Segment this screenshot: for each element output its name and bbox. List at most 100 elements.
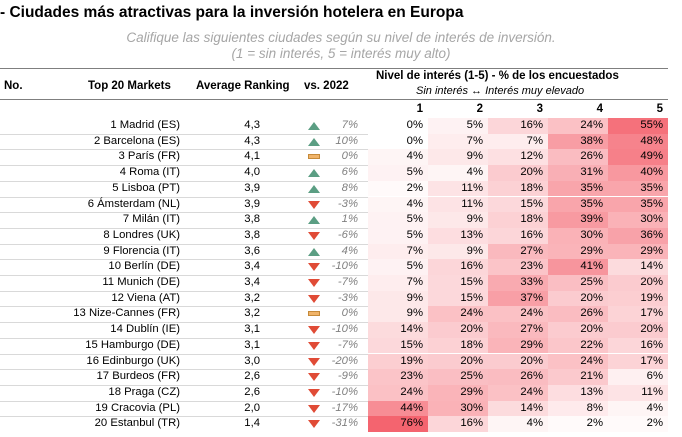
market-name: 15 Hamburgo (DE): [85, 338, 180, 351]
interest-level-4-percent: 20%: [548, 322, 608, 338]
market-name: 5 Lisboa (PT): [112, 181, 180, 194]
level-header-1: 1: [416, 103, 423, 115]
average-ranking: 3,8: [244, 228, 260, 241]
trend-up-icon: [308, 247, 320, 256]
interest-level-3-percent: 18%: [488, 180, 548, 197]
interest-level-2-percent: 11%: [428, 196, 488, 213]
average-ranking: 3,4: [244, 260, 260, 273]
interest-level-1-percent: 5%: [368, 259, 428, 275]
vs-2022-change: -6%: [337, 228, 358, 241]
row-divider: [0, 306, 668, 308]
market-name: 20 Estanbul (TR): [94, 417, 180, 430]
interest-level-4-percent: 29%: [548, 243, 608, 260]
interest-level-3-percent: 12%: [488, 149, 548, 166]
interest-level-3-percent: 7%: [488, 133, 548, 150]
trend-down-icon: [308, 420, 320, 429]
interest-level-5-percent: 30%: [608, 212, 668, 228]
page-title: - Ciudades más atractivas para la invers…: [0, 4, 464, 21]
trend-down-icon: [308, 294, 320, 303]
table-row: 5 Lisboa (PT) 3,9 8% 2% 11% 18% 35% 35%: [0, 180, 682, 197]
interest-level-4-percent: 26%: [548, 306, 608, 323]
interest-level-1-percent: 5%: [368, 227, 428, 244]
market-name: 2 Barcelona (ES): [93, 134, 180, 147]
interest-level-4-percent: 24%: [548, 118, 608, 134]
table-row: 15 Hamburgo (DE) 3,1 -7% 15% 18% 29% 22% 16%: [0, 337, 682, 354]
interest-level-5-percent: 16%: [608, 337, 668, 354]
vs-2022-change: 0%: [341, 307, 358, 320]
trend-indicator: [303, 259, 323, 275]
trend-indicator: [303, 118, 323, 134]
average-ranking: 1,4: [244, 417, 260, 430]
row-divider: [0, 369, 668, 371]
interest-level-3-percent: 4%: [488, 416, 548, 432]
interest-level-5-percent: 40%: [608, 165, 668, 181]
market-name: 4 Roma (IT): [119, 166, 180, 179]
trend-indicator: [303, 149, 323, 165]
interest-level-1-percent: 4%: [368, 196, 428, 213]
interest-level-3-percent: 27%: [488, 322, 548, 338]
trend-indicator: [303, 134, 323, 150]
average-ranking: 3,6: [244, 244, 260, 257]
market-name: 9 Florencia (IT): [103, 244, 180, 257]
interest-level-1-percent: 9%: [368, 290, 428, 307]
table-row: 16 Edinburgo (UK) 3,0 -20% 19% 20% 20% 24% 17%: [0, 353, 682, 370]
trend-down-icon: [308, 200, 320, 209]
vs-2022-change: -3%: [337, 197, 358, 210]
table-row: 6 Ámsterdam (NL) 3,9 -3% 4% 11% 15% 35% 35%: [0, 196, 682, 213]
interest-level-5-percent: 14%: [608, 259, 668, 275]
interest-level-2-percent: 9%: [428, 149, 488, 166]
trend-up-icon: [308, 216, 320, 225]
interest-level-1-percent: 4%: [368, 149, 428, 166]
table-row: 9 Florencia (IT) 3,6 4% 7% 9% 27% 29% 29%: [0, 243, 682, 260]
interest-level-1-percent: 19%: [368, 353, 428, 370]
row-divider: [0, 337, 668, 339]
trend-indicator: [303, 385, 323, 401]
trend-indicator: [303, 291, 323, 307]
subtitle-line-1: Califique las siguientes ciudades según …: [126, 30, 556, 45]
average-ranking: 2,6: [244, 385, 260, 398]
interest-level-4-percent: 31%: [548, 165, 608, 181]
trend-down-icon: [308, 341, 320, 350]
vs-2022-change: -3%: [337, 291, 358, 304]
vs-2022-change: -10%: [331, 323, 358, 336]
interest-level-5-percent: 29%: [608, 243, 668, 260]
trend-down-icon: [308, 373, 320, 382]
interest-level-5-percent: 35%: [608, 180, 668, 197]
table-row: 11 Munich (DE) 3,4 -7% 7% 15% 33% 25% 20%: [0, 275, 682, 291]
table-row: 2 Barcelona (ES) 4,3 10% 0% 7% 7% 38% 48%: [0, 133, 682, 150]
average-ranking: 2,0: [244, 401, 260, 414]
trend-down-icon: [308, 388, 320, 397]
interest-level-2-percent: 18%: [428, 337, 488, 354]
vs-2022-change: 0%: [341, 150, 358, 163]
interest-level-2-percent: 4%: [428, 165, 488, 181]
market-name: 8 Londres (UK): [103, 228, 180, 241]
average-ranking: 3,9: [244, 197, 260, 210]
row-divider: [0, 275, 668, 276]
market-name: 19 Cracovia (PL): [95, 401, 180, 414]
trend-flat-icon: [308, 154, 320, 160]
interest-level-2-percent: 9%: [428, 243, 488, 260]
trend-indicator: [303, 369, 323, 385]
trend-indicator: [303, 322, 323, 338]
interest-level-2-percent: 29%: [428, 384, 488, 401]
market-name: 10 Berlín (DE): [108, 260, 180, 273]
interest-level-5-percent: 20%: [608, 275, 668, 291]
row-divider: [0, 133, 668, 135]
average-ranking: 3,8: [244, 213, 260, 226]
trend-up-icon: [308, 169, 320, 178]
trend-indicator: [303, 306, 323, 322]
row-divider: [0, 196, 668, 198]
row-divider: [0, 180, 668, 182]
interest-level-5-percent: 19%: [608, 290, 668, 307]
interest-level-3-percent: 16%: [488, 227, 548, 244]
trend-indicator: [303, 338, 323, 354]
interest-level-3-percent: 16%: [488, 118, 548, 134]
interest-level-5-percent: 6%: [608, 369, 668, 385]
market-name: 3 París (FR): [118, 150, 180, 163]
row-divider: [0, 227, 668, 229]
average-ranking: 2,6: [244, 370, 260, 383]
header-top-rule: [0, 68, 668, 69]
interest-level-2-percent: 20%: [428, 322, 488, 338]
interest-level-1-percent: 2%: [368, 180, 428, 197]
interest-level-4-percent: 20%: [548, 290, 608, 307]
